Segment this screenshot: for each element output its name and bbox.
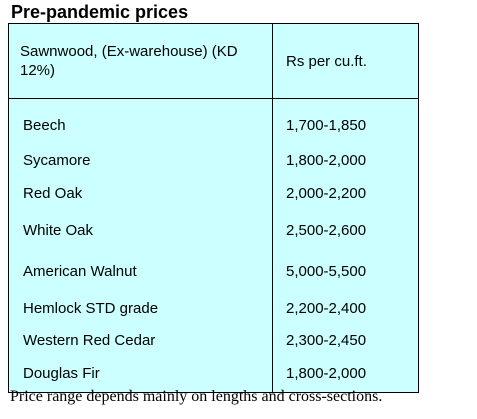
table-row: Beech 1,700-1,850 [8, 98, 419, 145]
price-cell: 1,800-2,000 [272, 144, 419, 178]
footnote: Price range depends mainly on lengths an… [10, 388, 383, 405]
price-cell: 2,200-2,400 [272, 291, 419, 326]
table-row: Douglas Fir 1,800-2,000 [8, 356, 419, 393]
price-cell: 2,000-2,200 [272, 177, 419, 211]
price-cell: 2,300-2,450 [272, 325, 419, 357]
header-price: Rs per cu.ft. [272, 23, 419, 99]
table-row: Western Red Cedar 2,300-2,450 [8, 325, 419, 357]
table-row: Hemlock STD grade 2,200-2,400 [8, 291, 419, 326]
price-cell: 1,700-1,850 [272, 98, 419, 145]
wood-name-cell: Sycamore [8, 144, 273, 178]
table-row: Red Oak 2,000-2,200 [8, 177, 419, 211]
price-cell: 1,800-2,000 [272, 356, 419, 393]
wood-name-cell: Red Oak [8, 177, 273, 211]
wood-name-cell: Douglas Fir [8, 356, 273, 393]
header-sawnwood: Sawnwood, (Ex-warehouse) (KD 12%) [8, 23, 273, 99]
table-row: White Oak 2,500-2,600 [8, 210, 419, 252]
wood-name-cell: Hemlock STD grade [8, 291, 273, 326]
wood-name-cell: Beech [8, 98, 273, 145]
wood-name-cell: Western Red Cedar [8, 325, 273, 357]
wood-name-cell: White Oak [8, 210, 273, 252]
table-row: American Walnut 5,000-5,500 [8, 251, 419, 292]
table-header-row: Sawnwood, (Ex-warehouse) (KD 12%) Rs per… [8, 23, 419, 99]
wood-name-cell: American Walnut [8, 251, 273, 292]
price-cell: 5,000-5,500 [272, 251, 419, 292]
page-title: Pre-pandemic prices [11, 2, 189, 22]
price-cell: 2,500-2,600 [272, 210, 419, 252]
table-row: Sycamore 1,800-2,000 [8, 144, 419, 178]
price-table: Sawnwood, (Ex-warehouse) (KD 12%) Rs per… [8, 23, 419, 393]
